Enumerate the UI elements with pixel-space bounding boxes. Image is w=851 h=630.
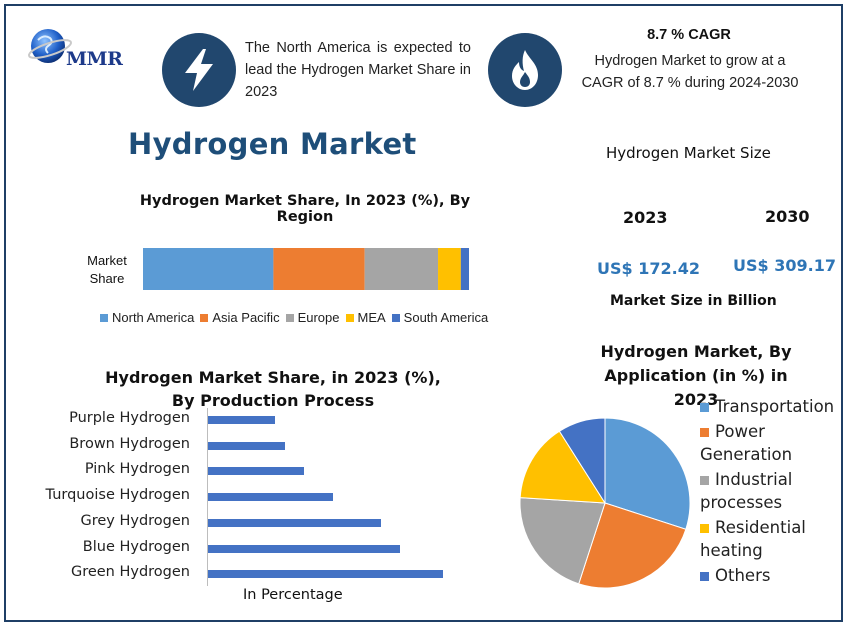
tick-label-green-hydrogen: Green Hydrogen — [70, 564, 190, 581]
lightning-badge — [162, 33, 236, 107]
bar-segment-south-america — [460, 248, 469, 290]
legend-label: South America — [403, 310, 489, 325]
legend-item-asia-pacific: Asia Pacific — [200, 310, 280, 325]
bar-grey-hydrogen — [208, 518, 381, 527]
bar-segment-mea — [438, 248, 461, 290]
legend-item-others: Others — [700, 564, 840, 587]
legend-label: Power Generation — [700, 422, 793, 464]
year-2030: 2030 — [765, 207, 810, 226]
legend-item-residential-heating: Residential heating — [700, 516, 840, 562]
legend-swatch — [700, 524, 709, 533]
tick-label-turquoise-hydrogen: Turquoise Hydrogen — [45, 487, 190, 504]
pie-slice-residential-heating — [519, 430, 606, 504]
legend-swatch — [700, 476, 709, 485]
pie-slice-transportation — [604, 417, 691, 530]
bar-segment-north-america — [143, 248, 274, 290]
region-axis-label: Market Share — [87, 253, 127, 286]
legend-swatch — [200, 313, 209, 322]
process-chart-title: Hydrogen Market Share, in 2023 (%), By P… — [105, 368, 441, 410]
market-size-title: Hydrogen Market Size — [606, 144, 771, 162]
logo: MMR — [24, 22, 124, 78]
tick-label-purple-hydrogen: Purple Hydrogen — [69, 410, 190, 426]
lightning-icon — [185, 49, 213, 91]
tick-label-brown-hydrogen: Brown Hydrogen — [69, 435, 190, 452]
legend-label: MEA — [357, 310, 386, 325]
region-legend: North America Asia Pacific Europe MEA South … — [100, 310, 494, 325]
tick-label-blue-hydrogen: Blue Hydrogen — [82, 538, 190, 555]
pie-slice-power-generation — [578, 502, 687, 589]
bar-purple-hydrogen — [208, 416, 276, 424]
pie-slice-others — [558, 417, 606, 505]
legend-swatch — [345, 313, 354, 322]
legend-swatch — [700, 428, 709, 437]
bar-brown-hydrogen — [208, 441, 285, 450]
legend-item-industrial-processes: Industrial processes — [700, 468, 840, 514]
market-size-unit: Market Size in Billion — [610, 293, 777, 309]
region-chart-title: Hydrogen Market Share, In 2023 (%), By R… — [139, 193, 471, 225]
legend-label: Asia Pacific — [212, 310, 280, 325]
process-chart: Purple Hydrogen Brown Hydrogen Pink Hydrog… — [0, 408, 460, 588]
process-axis-line — [207, 408, 208, 586]
legend-item-transportation: Transportation — [700, 395, 840, 418]
legend-item-south-america: South America — [391, 310, 489, 325]
process-axis-label: In Percentage — [243, 587, 343, 603]
bar-segment-europe — [364, 248, 439, 290]
legend-swatch — [100, 313, 108, 322]
info-left-text: The North America is expected to lead th… — [245, 40, 471, 100]
bar-blue-hydrogen — [208, 544, 400, 553]
tick-label-pink-hydrogen: Pink Hydrogen — [84, 461, 190, 478]
cagr-label: 8.7 % CAGR — [647, 27, 731, 43]
legend-label: North America — [112, 310, 195, 325]
bar-pink-hydrogen — [208, 467, 304, 476]
legend-label: Industrial processes — [700, 470, 793, 512]
legend-swatch — [700, 572, 709, 581]
legend-item-power-generation: Power Generation — [700, 420, 840, 466]
legend-label: Transportation — [715, 397, 835, 416]
legend-label: Residential heating — [700, 518, 806, 560]
logo-text: MMR — [66, 48, 123, 70]
tick-label-grey-hydrogen: Grey Hydrogen — [80, 512, 190, 529]
pie-slice-industrial-processes — [519, 497, 606, 585]
value-2023: US$ 172.42 — [597, 259, 700, 278]
application-pie-chart — [519, 417, 691, 589]
legend-swatch — [391, 313, 400, 322]
flame-icon — [512, 50, 538, 90]
bar-turquoise-hydrogen — [208, 493, 333, 502]
legend-item-north-america: North America — [100, 310, 194, 325]
year-2023: 2023 — [623, 208, 668, 227]
info-right-text: Hydrogen Market to grow at a CAGR of 8.7… — [581, 53, 799, 91]
legend-label: Others — [715, 566, 771, 585]
legend-label: Europe — [297, 310, 340, 325]
globe-icon — [27, 29, 73, 63]
legend-item-europe: Europe — [285, 310, 340, 325]
value-2030: US$ 309.17 — [733, 256, 836, 275]
legend-swatch — [285, 313, 294, 322]
legend-swatch — [700, 403, 709, 412]
flame-badge — [488, 33, 562, 107]
infographic-frame — [4, 4, 843, 622]
page-title: Hydrogen Market — [128, 127, 417, 161]
region-chart — [143, 248, 469, 290]
application-chart-title: Hydrogen Market, By Application (in %) i… — [600, 342, 792, 409]
legend-item-mea: MEA — [345, 310, 386, 325]
bar-green-hydrogen — [208, 570, 444, 579]
application-legend: Transportation Power Generation Industrial… — [700, 395, 840, 589]
bar-segment-asia-pacific — [273, 248, 365, 290]
